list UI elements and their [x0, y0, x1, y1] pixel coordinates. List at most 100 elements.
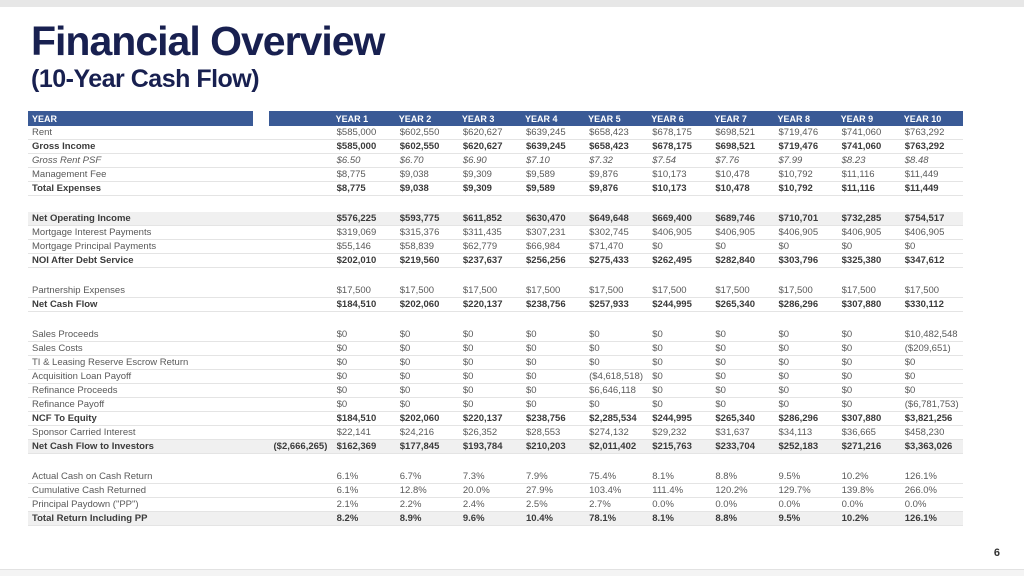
value-cell — [899, 311, 963, 328]
value-cell: $3,363,026 — [899, 439, 963, 454]
value-cell: 103.4% — [584, 483, 648, 498]
value-cell: $17,500 — [647, 284, 711, 298]
table-row: Total Expenses $8,775 $9,038 $9,309 $9,589 $9… — [28, 181, 963, 196]
row-label-cell: Principal Paydown ("PP") — [28, 497, 269, 512]
value-cell: 10.2% — [836, 470, 900, 484]
row-label-cell — [28, 453, 269, 470]
value-cell: 6.7% — [394, 470, 458, 484]
value-cell: $28,553 — [521, 425, 585, 440]
value-cell: $0 — [394, 397, 458, 412]
row-label-cell — [28, 267, 269, 284]
value-cell: 9.5% — [773, 511, 837, 526]
value-cell: $7.99 — [773, 153, 837, 168]
value-cell — [836, 453, 900, 470]
value-cell: $6,646,118 — [584, 383, 648, 398]
value-cell: $719,476 — [773, 139, 837, 154]
value-cell: $256,256 — [521, 253, 585, 268]
spacer-row — [28, 453, 963, 470]
value-cell: $302,745 — [584, 225, 648, 240]
value-cell: $7.32 — [584, 153, 648, 168]
slide-header: Financial Overview (10-Year Cash Flow) — [31, 18, 385, 94]
value-cell: $0 — [457, 328, 521, 342]
value-cell: 9.6% — [457, 511, 521, 526]
value-cell: $265,340 — [710, 411, 774, 426]
value-cell — [773, 195, 837, 212]
value-cell: ($6,781,753) — [899, 397, 963, 412]
value-cell: $0 — [899, 383, 963, 398]
value-cell: $275,433 — [584, 253, 648, 268]
column-header-year-5: YEAR 5 — [584, 111, 648, 126]
value-cell: $0 — [584, 397, 648, 412]
column-header-year-1: YEAR 1 — [331, 111, 395, 126]
value-cell: $202,060 — [394, 297, 458, 312]
value-cell: $9,589 — [521, 181, 585, 196]
cash-flow-table-container: YEAR YEAR 1 YEAR 2 YEAR 3 YEAR 4 YEAR 5 YEAR 6… — [28, 111, 963, 526]
value-cell: $406,905 — [647, 225, 711, 240]
value-cell: $0 — [521, 328, 585, 342]
value-cell — [521, 311, 585, 328]
value-cell: $0 — [394, 328, 458, 342]
value-cell: 7.9% — [521, 470, 585, 484]
column-header-year-label: YEAR — [28, 111, 269, 126]
value-cell: $220,137 — [457, 411, 521, 426]
value-cell: $0 — [331, 328, 395, 342]
value-cell — [331, 453, 395, 470]
value-cell: 120.2% — [710, 483, 774, 498]
value-cell: $639,245 — [521, 126, 585, 140]
value-cell: 126.1% — [899, 470, 963, 484]
value-cell: $0 — [899, 369, 963, 384]
row-label-cell: Sponsor Carried Interest — [28, 425, 269, 440]
value-cell: $9,876 — [584, 167, 648, 182]
value-cell: $630,470 — [521, 212, 585, 226]
value-cell: 2.5% — [521, 497, 585, 512]
window-bottom-strip — [0, 569, 1024, 576]
value-cell: $26,352 — [457, 425, 521, 440]
value-cell: $282,840 — [710, 253, 774, 268]
year0-value-cell — [268, 369, 332, 384]
year0-value-cell — [268, 181, 332, 196]
value-cell: $0 — [710, 369, 774, 384]
value-cell: $0 — [710, 355, 774, 370]
value-cell: $17,500 — [773, 284, 837, 298]
value-cell: $303,796 — [773, 253, 837, 268]
spacer-row — [28, 311, 963, 328]
table-row: Management Fee $8,775 $9,038 $9,309 $9,589 $9… — [28, 167, 963, 182]
year0-value-cell — [268, 328, 332, 342]
value-cell: $741,060 — [836, 126, 900, 140]
value-cell: 2.2% — [394, 497, 458, 512]
table-row: Net Cash Flow $184,510 $202,060 $220,137 $23… — [28, 297, 963, 312]
value-cell: $8,775 — [331, 167, 395, 182]
value-cell: $0 — [457, 341, 521, 356]
value-cell: $0 — [457, 355, 521, 370]
value-cell: 2.1% — [331, 497, 395, 512]
value-cell: $8.48 — [899, 153, 963, 168]
table-row: TI & Leasing Reserve Escrow Return $0 $0 $0… — [28, 355, 963, 370]
value-cell: $0 — [331, 369, 395, 384]
value-cell: $11,116 — [836, 181, 900, 196]
value-cell — [457, 195, 521, 212]
value-cell: $0 — [584, 341, 648, 356]
value-cell: $307,880 — [836, 297, 900, 312]
table-row: Refinance Proceeds $0 $0 $0 $0 $6,646,118 $0 $0… — [28, 383, 963, 398]
value-cell: $17,500 — [584, 284, 648, 298]
value-cell: $698,521 — [710, 126, 774, 140]
value-cell: $658,423 — [584, 126, 648, 140]
value-cell: $7.54 — [647, 153, 711, 168]
value-cell — [647, 195, 711, 212]
value-cell: $7.76 — [710, 153, 774, 168]
row-label-cell: Cumulative Cash Returned — [28, 483, 269, 498]
value-cell: 8.1% — [647, 511, 711, 526]
value-cell — [584, 311, 648, 328]
table-row: Gross Income $585,000 $602,550 $620,627 $639… — [28, 139, 963, 154]
value-cell: $330,112 — [899, 297, 963, 312]
value-cell: $8,775 — [331, 181, 395, 196]
value-cell: $244,995 — [647, 297, 711, 312]
value-cell: $252,183 — [773, 439, 837, 454]
value-cell — [331, 195, 395, 212]
year0-value-cell — [268, 212, 332, 226]
page-title: Financial Overview — [31, 18, 385, 64]
spacer-row — [28, 267, 963, 284]
value-cell: $31,637 — [710, 425, 774, 440]
value-cell: $763,292 — [899, 139, 963, 154]
value-cell: $406,905 — [899, 225, 963, 240]
